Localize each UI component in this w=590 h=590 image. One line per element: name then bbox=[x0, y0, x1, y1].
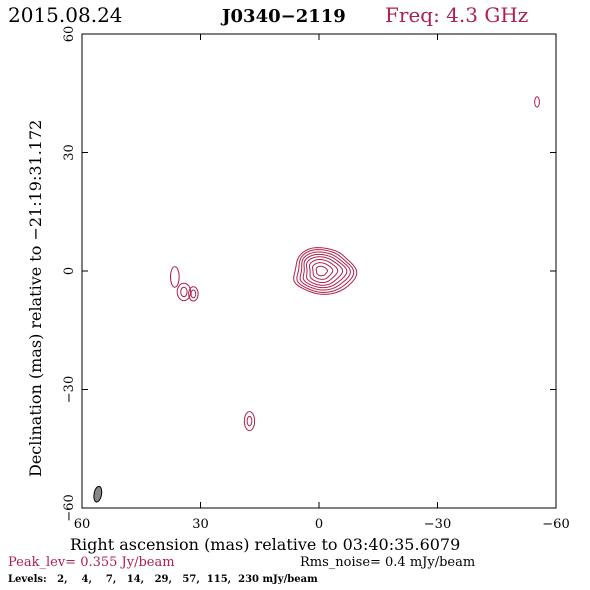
component-contour bbox=[190, 289, 197, 299]
component-contour bbox=[169, 266, 180, 288]
axis-ticks bbox=[81, 33, 557, 509]
core-contour-level bbox=[299, 251, 351, 291]
beam-shape bbox=[93, 485, 103, 503]
frequency-label: Freq: 4.3 GHz bbox=[385, 3, 528, 27]
x-tick-label: −60 bbox=[542, 517, 569, 532]
y-tick-label: −60 bbox=[62, 494, 77, 521]
core-contour-level bbox=[302, 253, 348, 289]
plot-frame bbox=[81, 33, 557, 509]
x-tick-label: 0 bbox=[315, 517, 323, 532]
component-contour bbox=[246, 415, 253, 427]
x-tick-label: 60 bbox=[74, 517, 91, 532]
y-tick-label: −30 bbox=[62, 376, 77, 403]
x-tick-label: 30 bbox=[192, 517, 209, 532]
core-contour-level bbox=[315, 265, 329, 277]
observation-date: 2015.08.24 bbox=[8, 3, 123, 27]
x-tick-label: −30 bbox=[424, 517, 451, 532]
y-tick-label: 60 bbox=[62, 26, 77, 43]
y-tick-label: 30 bbox=[62, 144, 77, 161]
core-contours bbox=[293, 247, 358, 295]
component-contour bbox=[180, 286, 188, 298]
x-axis-label: Right ascension (mas) relative to 03:40:… bbox=[70, 535, 460, 554]
peak-level: Peak_lev= 0.355 Jy/beam bbox=[8, 555, 175, 570]
beam-ellipse bbox=[93, 485, 103, 503]
component-contour bbox=[243, 411, 256, 432]
core-contour-level bbox=[293, 247, 358, 295]
source-name: J0340−2119 bbox=[220, 6, 346, 27]
component-contour bbox=[176, 282, 192, 302]
rms-noise: Rms_noise= 0.4 mJy/beam bbox=[300, 555, 475, 570]
core-contour-level bbox=[308, 259, 339, 283]
x-tick-labels: 60 30 0 −30 −60 bbox=[74, 517, 570, 532]
contour-levels: Levels: 2, 4, 7, 14, 29, 57, 115, 230 mJ… bbox=[8, 574, 318, 585]
core-contour-level bbox=[305, 256, 344, 286]
component-contour bbox=[534, 96, 540, 108]
jet-components bbox=[169, 96, 540, 432]
core-contour-level bbox=[296, 249, 355, 293]
component-contour bbox=[188, 286, 199, 302]
core-contour-level bbox=[312, 262, 334, 280]
y-axis-label: Declination (mas) relative to −21:19:31.… bbox=[26, 120, 45, 477]
y-tick-label: 0 bbox=[62, 267, 77, 275]
y-tick-labels: −60 −30 0 30 60 bbox=[62, 26, 77, 522]
